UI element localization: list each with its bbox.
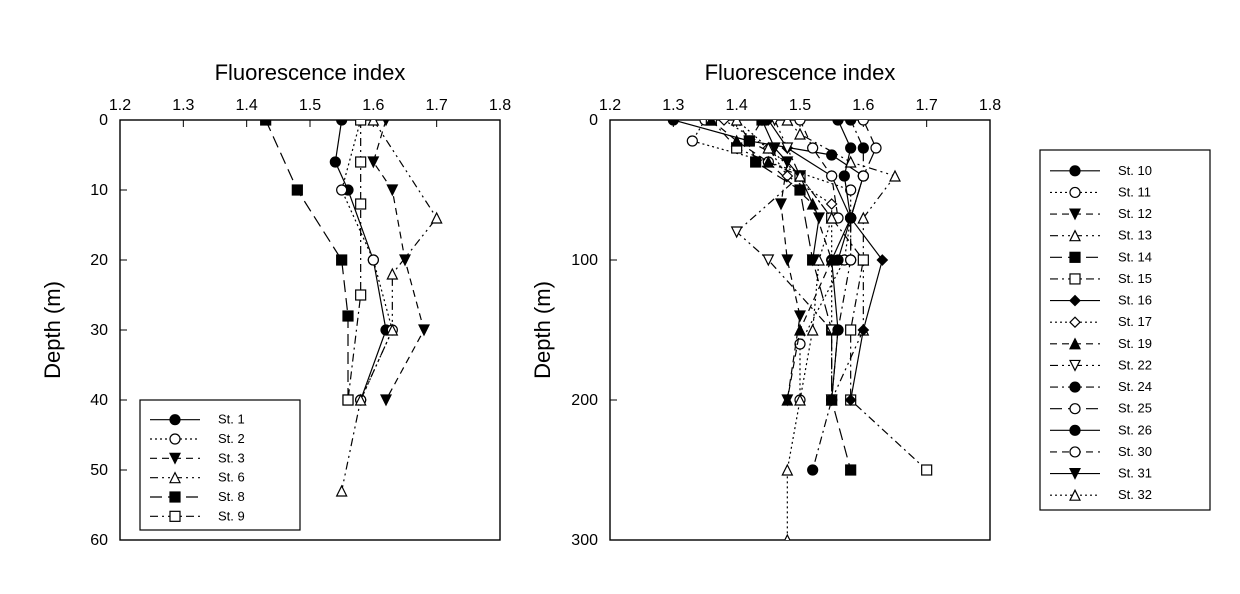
legend-label: St. 32: [1118, 487, 1152, 502]
x-tick-label: 1.5: [789, 97, 811, 114]
figure-svg: 1.2 1.3 1.4 1.5 1.6 1.7 1.8 Fluorescence index 0…: [0, 0, 1240, 594]
y-tick-label: 10: [90, 182, 108, 199]
y-axis-title: Depth (m): [40, 281, 65, 379]
y-tick-label: 30: [90, 322, 108, 339]
legend-label: St. 15: [1118, 271, 1152, 286]
legend-label: St. 1: [218, 412, 245, 427]
legend-label: St. 24: [1118, 379, 1152, 394]
series-line: [762, 120, 819, 260]
legend-label: St. 2: [218, 431, 245, 446]
legend-label: St. 16: [1118, 293, 1152, 308]
x-tick-label: 1.5: [299, 97, 321, 114]
legend: St. 10 St. 11 St. 12 St. 13 St. 14 St. 15 St. …: [1040, 150, 1210, 510]
x-axis-title: Fluorescence index: [705, 60, 896, 85]
x-tick-label: 1.4: [236, 97, 258, 114]
y-tick-label: 100: [571, 252, 598, 269]
y-tick-label: 200: [571, 392, 598, 409]
x-tick-label: 1.2: [599, 97, 621, 114]
legend-label: St. 6: [218, 470, 245, 485]
x-tick-label: 1.7: [426, 97, 448, 114]
legend-label: St. 25: [1118, 401, 1152, 416]
y-tick-label: 50: [90, 462, 108, 479]
series-line: [813, 120, 864, 470]
x-tick-label: 1.3: [662, 97, 684, 114]
series-group: [668, 115, 931, 545]
x-tick-label: 1.8: [979, 97, 1001, 114]
legend: St. 1 St. 2 St. 3 St. 6 St. 8 St. 9: [140, 400, 300, 530]
y-axis-title: Depth (m): [530, 281, 555, 379]
x-axis-title: Fluorescence index: [215, 60, 406, 85]
x-tick-label: 1.3: [172, 97, 194, 114]
legend-label: St. 17: [1118, 314, 1152, 329]
legend-label: St. 3: [218, 450, 245, 465]
x-tick-label: 1.7: [916, 97, 938, 114]
x-tick-label: 1.4: [726, 97, 748, 114]
series-line: [373, 120, 424, 400]
y-tick-label: 0: [99, 112, 108, 129]
legend-label: St. 8: [218, 489, 245, 504]
x-tick-label: 1.8: [489, 97, 511, 114]
x-tick-label: 1.6: [852, 97, 874, 114]
y-tick-label: 60: [90, 532, 108, 549]
panel-right: 1.2 1.3 1.4 1.5 1.6 1.7 1.8 Fluorescence index 0…: [530, 60, 1001, 549]
legend-label: St. 19: [1118, 336, 1152, 351]
legend-label: St. 22: [1118, 357, 1152, 372]
legend-label: St. 26: [1118, 422, 1152, 437]
legend-label: St. 31: [1118, 466, 1152, 481]
x-tick-label: 1.6: [362, 97, 384, 114]
y-tick-label: 300: [571, 532, 598, 549]
legend-label: St. 13: [1118, 228, 1152, 243]
y-tick-label: 20: [90, 252, 108, 269]
series-line: [342, 120, 437, 491]
legend-label: St. 10: [1118, 163, 1152, 178]
x-tick-label: 1.2: [109, 97, 131, 114]
legend-label: St. 12: [1118, 206, 1152, 221]
series-line: [342, 120, 393, 400]
legend-label: St. 14: [1118, 249, 1152, 264]
legend-label: St. 30: [1118, 444, 1152, 459]
legend-label: St. 9: [218, 508, 245, 523]
y-tick-label: 0: [589, 112, 598, 129]
legend-label: St. 11: [1118, 184, 1151, 199]
y-tick-label: 40: [90, 392, 108, 409]
